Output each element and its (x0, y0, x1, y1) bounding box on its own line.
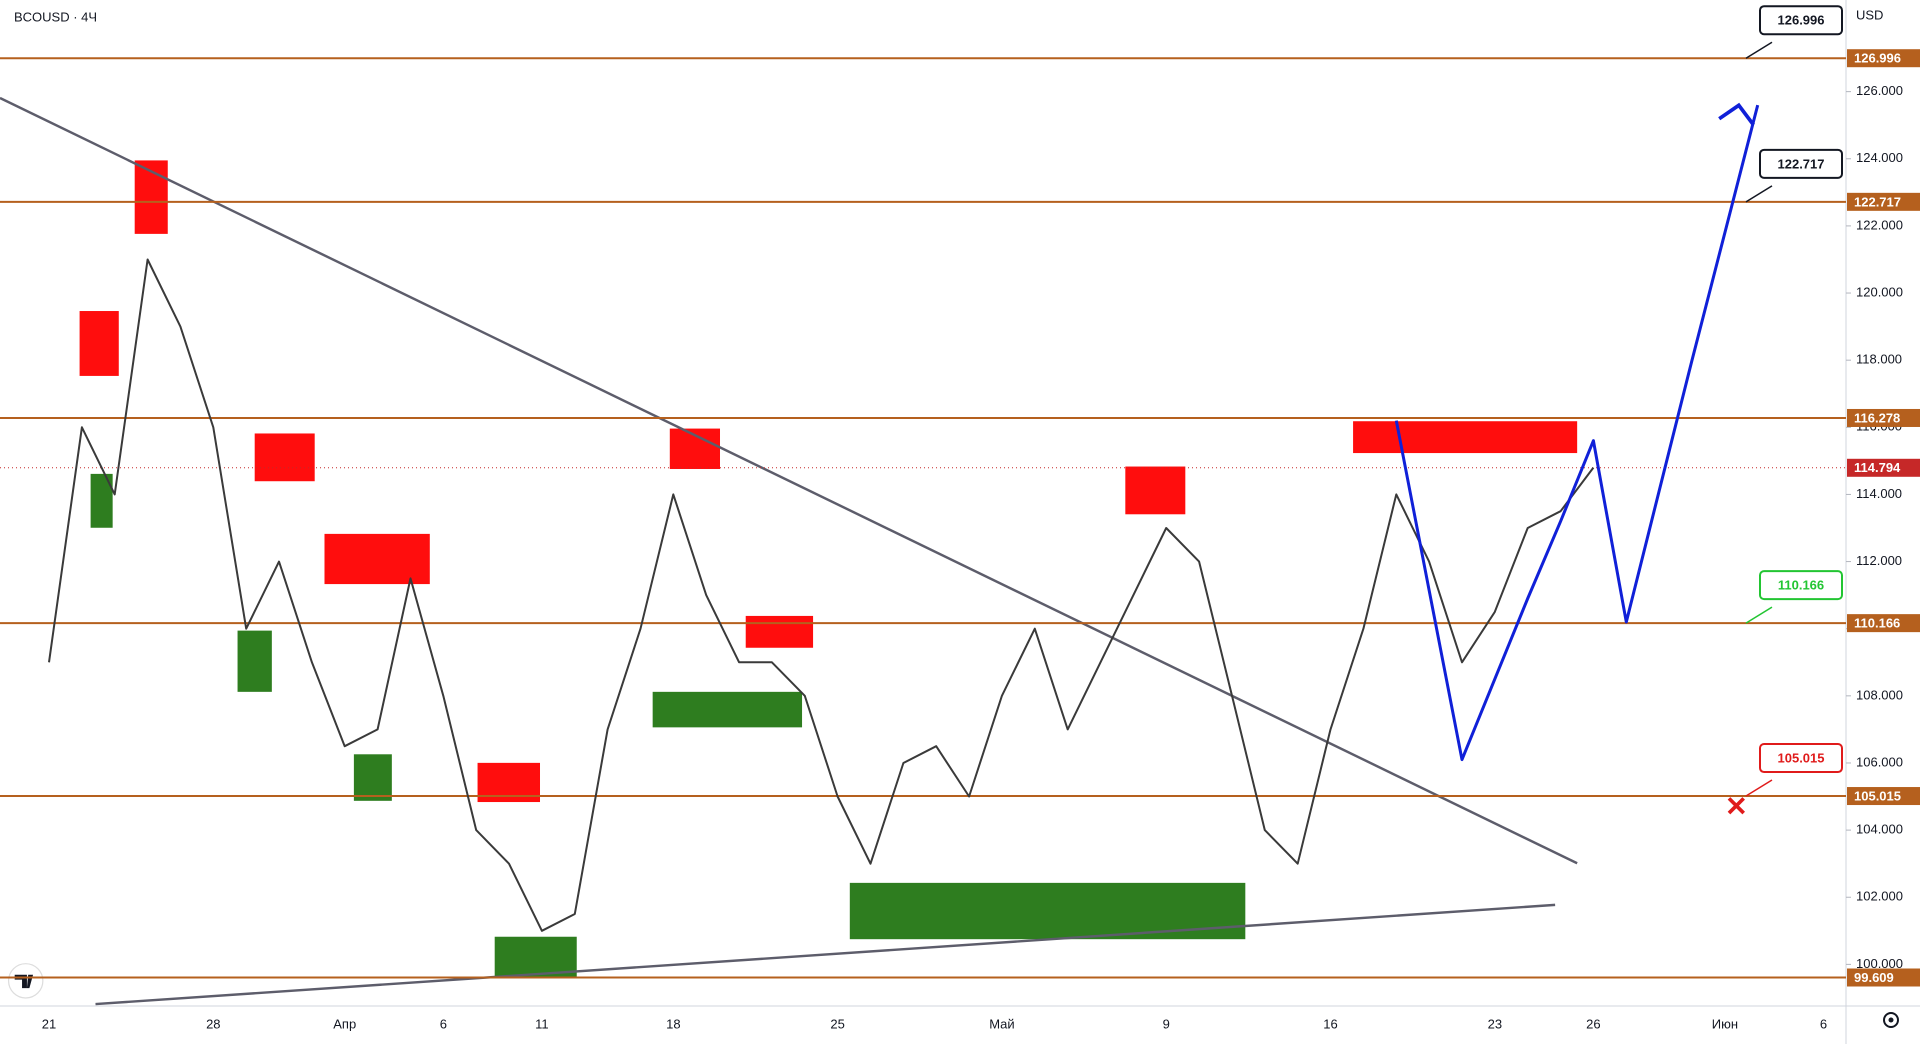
y-tick-label: 120.000 (1856, 284, 1903, 299)
x-tick-label: 25 (830, 1016, 844, 1031)
level-price-label: 99.609 (1854, 970, 1894, 985)
y-tick-label: 106.000 (1856, 754, 1903, 769)
callout-label: 110.166 (1778, 578, 1824, 593)
level-price-box (1847, 408, 1920, 427)
demand-zone (90, 473, 113, 528)
y-tick-label: 112.000 (1856, 553, 1902, 568)
callout-pointer (1745, 779, 1773, 797)
current-price-box (1847, 458, 1920, 477)
y-tick-label: 124.000 (1856, 150, 1903, 165)
callout-pointer (1745, 606, 1773, 624)
callout-pointer (1745, 185, 1773, 203)
x-tick-label: Апр (333, 1016, 356, 1031)
callout-label: 126.996 (1778, 13, 1825, 28)
y-tick-label: 122.000 (1856, 217, 1903, 232)
y-tick-label: 126.000 (1856, 83, 1903, 98)
price-line (48, 258, 1595, 932)
level-price-box (1847, 192, 1920, 211)
level-price-box (1847, 787, 1920, 806)
current-price-label: 114.794 (1854, 460, 1901, 475)
callout-box (1759, 743, 1843, 774)
drawings (0, 96, 1755, 1006)
callout-box (1759, 148, 1843, 179)
x-tick-label: 6 (440, 1016, 447, 1031)
x-tick-label: 23 (1488, 1016, 1502, 1031)
x-tick-label: Май (989, 1016, 1014, 1031)
x-tick-label: Июн (1712, 1016, 1738, 1031)
tv-logo (7, 963, 44, 999)
arrow-head (1718, 102, 1755, 127)
x-tick-label: 6 (1820, 1016, 1827, 1031)
y-tick-label: 118.000 (1856, 352, 1902, 367)
supply-zone (79, 311, 119, 376)
x-tick-label: 11 (535, 1016, 549, 1031)
supply-zone (745, 615, 814, 648)
level-price-box (1847, 49, 1920, 68)
level-price-label: 116.278 (1854, 410, 1900, 425)
callout-box (1759, 5, 1843, 36)
supply-zones (79, 160, 1578, 803)
stop-mark (1727, 797, 1745, 815)
supply-zone (254, 433, 315, 482)
level-price-label: 122.717 (1854, 194, 1901, 209)
settings-icon[interactable] (1883, 1012, 1899, 1028)
demand-zone (237, 630, 272, 692)
level-price-box (1847, 614, 1920, 633)
symbol: BCOUSD · 4Ч (14, 9, 97, 24)
callout-box (1759, 570, 1843, 601)
x-tick-label: 28 (206, 1016, 220, 1031)
level-price-label: 105.015 (1854, 788, 1901, 803)
trendline (95, 903, 1556, 1006)
callout-pointer (1745, 41, 1773, 59)
x-tick-label: 26 (1586, 1016, 1600, 1031)
supply-zone (324, 533, 430, 585)
x-tick-label: 18 (666, 1016, 680, 1031)
demand-zones (90, 473, 1246, 978)
demand-zone (494, 936, 577, 978)
x-tick-label: 9 (1163, 1016, 1170, 1031)
y-tick-label: 114.000 (1856, 486, 1902, 501)
projection-line (1394, 104, 1760, 762)
x-tick-label: 16 (1323, 1016, 1337, 1031)
level-price-box (1847, 968, 1920, 987)
level-price-label: 110.166 (1854, 616, 1900, 631)
level-price-label: 126.996 (1854, 51, 1901, 66)
trendline (0, 96, 1578, 865)
x-tick-label: 21 (42, 1016, 56, 1031)
y-tick-label: 100.000 (1856, 956, 1903, 971)
currency: USD (1856, 7, 1883, 22)
y-tick-label: 108.000 (1856, 687, 1903, 702)
y-tick-label: 104.000 (1856, 822, 1903, 837)
y-tick-label: 102.000 (1856, 889, 1903, 904)
callout-label: 122.717 (1778, 156, 1825, 171)
demand-zone (353, 754, 392, 801)
demand-zone (652, 691, 803, 728)
callout-label: 105.015 (1778, 750, 1825, 765)
supply-zone (1353, 421, 1578, 454)
supply-zone (1125, 466, 1186, 515)
